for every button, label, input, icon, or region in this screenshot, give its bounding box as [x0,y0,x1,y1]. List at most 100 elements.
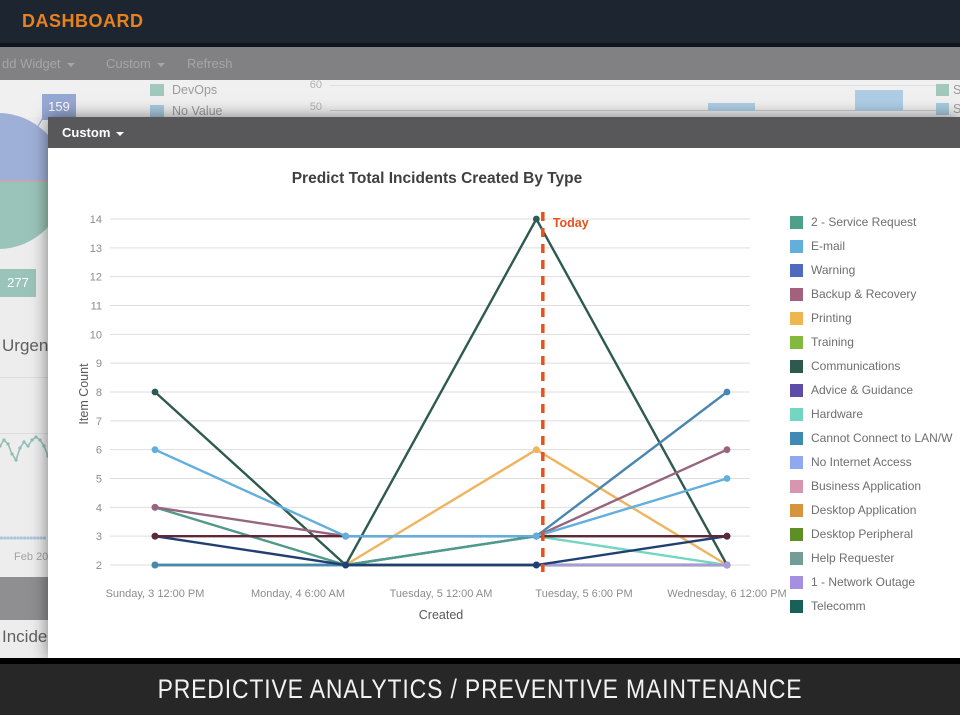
y-tick-label: 3 [96,531,102,543]
y-tick-label: 2 [96,560,102,572]
x-tick-label: Wednesday, 6 12:00 PM [667,588,786,600]
legend-swatch [790,239,803,253]
legend-label: Cannot Connect to LAN/W [811,431,953,445]
series-marker [723,446,731,454]
bg-axis-tick: 50 [309,101,322,113]
y-axis-title: Item Count [77,363,91,425]
modal-body: Predict Total Incidents Created By Type … [48,148,960,658]
series-marker [151,503,159,511]
legend-swatch [936,84,949,96]
chart-legend: 2 - Service Request E-mail Warning Backup &… [790,210,960,618]
y-tick-label: 11 [91,301,102,313]
legend-label: Business Application [811,479,922,493]
refresh-button[interactable]: Refresh [187,56,233,71]
legend-label: Telecomm [811,599,866,613]
legend-label: Hardware [811,407,864,421]
series-marker [723,532,731,540]
chevron-down-icon [66,62,75,71]
legend-swatch [150,84,164,96]
legend-item[interactable]: Hardware [790,402,960,426]
legend-item[interactable]: Training [790,330,960,354]
app-header: DASHBOARD [0,0,960,43]
legend-item[interactable]: Warning [790,258,960,282]
bg-legend-label: No Value [172,104,223,118]
dashboard-toolbar: dd Widget Custom Refresh [0,47,960,81]
banner-divider [0,658,960,664]
legend-label: Communications [811,359,901,373]
bg-bar [855,90,903,111]
bg-sparkline-dots [0,536,47,540]
legend-item[interactable]: Communications [790,354,960,378]
legend-item[interactable]: E-mail [790,234,960,258]
bg-gridline [0,377,48,378]
legend-swatch [790,527,803,541]
data-badge: 159 [42,94,76,120]
modal-custom-menu[interactable]: Custom [62,117,125,148]
y-tick-label: 12 [90,272,102,284]
y-tick-label: 4 [96,502,102,514]
y-tick-label: 5 [96,474,102,486]
background-widgets-band: DevOps No Value 60 50 S S [0,79,960,118]
legend-item[interactable]: No Internet Access [790,450,960,474]
custom-menu-button[interactable]: Custom [106,47,165,80]
legend-label: Training [811,335,854,349]
series-marker [532,215,540,223]
series-marker [723,388,731,396]
x-tick-label: Tuesday, 5 6:00 PM [535,588,632,600]
legend-swatch [790,407,803,421]
legend-swatch [790,215,803,229]
legend-item[interactable]: 1 - Network Outage [790,570,960,594]
y-tick-label: 14 [90,214,102,226]
legend-label: Help Requester [811,551,895,565]
series-marker [151,532,159,540]
legend-label: Desktop Peripheral [811,527,914,541]
series-marker [532,532,540,540]
legend-label: E-mail [811,239,846,253]
bg-gridline [330,110,945,111]
legend-item[interactable]: Telecomm [790,594,960,618]
series-marker [151,388,159,396]
bg-gridline [0,433,48,434]
legend-item[interactable]: Advice & Guidance [790,378,960,402]
y-tick-label: 13 [90,243,102,255]
legend-label: No Internet Access [811,455,912,469]
chevron-down-icon [156,62,165,71]
legend-label: Printing [811,311,852,325]
legend-label: Warning [811,263,856,277]
legend-item[interactable]: Cannot Connect to LAN/W [790,426,960,450]
series-marker [151,446,159,454]
legend-item[interactable]: Backup & Recovery [790,282,960,306]
legend-item[interactable]: Help Requester [790,546,960,570]
bg-legend-label: S [953,83,960,97]
y-tick-label: 9 [96,358,102,370]
bg-gridline [330,85,948,86]
legend-swatch [150,105,164,117]
legend-item[interactable]: Desktop Peripheral [790,522,960,546]
legend-swatch [790,503,803,517]
series-marker [532,446,540,454]
legend-swatch [790,287,803,301]
bg-panel-title: Urgen [2,336,48,355]
legend-item[interactable]: Printing [790,306,960,330]
bg-gap [0,577,48,620]
legend-swatch [790,335,803,349]
modal-header: Custom [48,117,960,148]
y-tick-label: 8 [96,387,102,399]
legend-item[interactable]: Business Application [790,474,960,498]
series-marker [723,561,731,569]
app-title: DASHBOARD [22,11,144,31]
today-label: Today [553,216,589,230]
bg-x-label: Feb 20 [14,551,49,563]
chevron-down-icon [116,131,125,140]
legend-swatch [790,455,803,469]
legend-swatch [790,599,803,613]
legend-swatch [790,479,803,493]
legend-item[interactable]: Desktop Application [790,498,960,522]
predict-chart-modal: Custom Predict Total Incidents Created B… [48,117,960,658]
legend-swatch [790,383,803,397]
legend-item[interactable]: 2 - Service Request [790,210,960,234]
series-marker [342,532,350,540]
add-widget-button[interactable]: dd Widget [2,47,75,80]
bg-sparkline-teal [0,435,48,462]
series-marker [723,475,731,482]
